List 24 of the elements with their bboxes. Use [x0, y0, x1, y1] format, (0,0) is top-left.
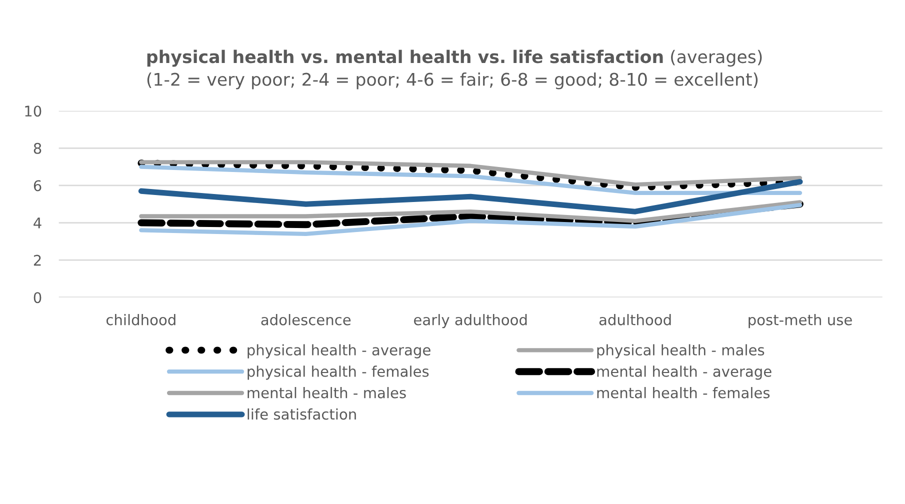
line-series: [139, 200, 802, 223]
legend-label: physical health - females: [248, 366, 429, 380]
x-tick-label: childhood: [106, 314, 176, 326]
line-series: [139, 164, 802, 196]
y-tick-label: 10: [25, 106, 42, 117]
x-tick-label: adolescence: [261, 314, 351, 326]
chart-subtitle: (averages): [671, 50, 762, 67]
x-tick-label: adulthood: [599, 314, 671, 326]
chart-title: physical health vs. mental health vs. life satisfaction: [147, 50, 663, 67]
x-tick-label: early adulthood: [414, 314, 527, 328]
y-tick-label: 6: [34, 180, 42, 192]
legend-label: life satisfaction: [248, 408, 356, 420]
text: (1-2 = very poor; 2-4 = poor; 4-6 = fair; 6-8 = good; 8-10 = excellent): [147, 72, 758, 90]
y-tick-label: 4: [34, 218, 42, 228]
y-tick-label: 8: [34, 142, 42, 154]
y-tick-label: 2: [34, 254, 41, 266]
legend-label: mental health - males: [248, 387, 406, 398]
x-tick-label: post-meth use: [748, 314, 852, 328]
legend-label: physical health - average: [248, 344, 430, 358]
line-series: [139, 202, 802, 236]
y-tick-label: 0: [34, 292, 42, 304]
legend-label: mental health - average: [597, 366, 772, 380]
legend-label: physical health - males: [597, 344, 764, 358]
legend-label: mental health - females: [597, 387, 770, 398]
